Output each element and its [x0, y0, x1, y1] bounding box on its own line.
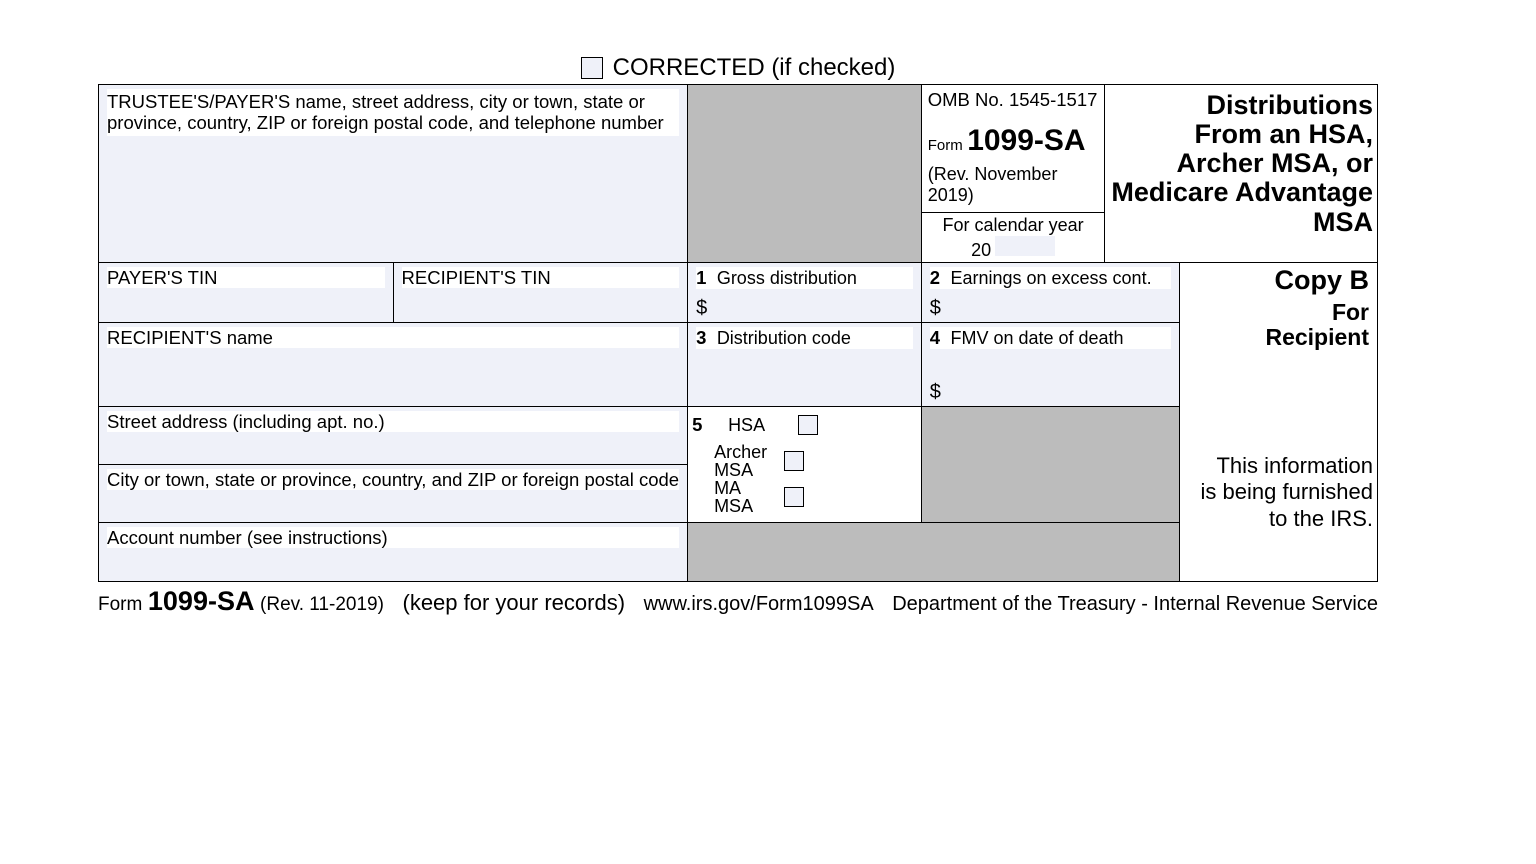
box-5-cell: 5 HSA Archer MSA MA MSA	[688, 407, 922, 523]
year-prefix: 20	[971, 240, 991, 260]
irs-info-1: This information	[1180, 453, 1373, 479]
footer-form-word: Form	[98, 594, 142, 615]
hsa-checkbox[interactable]	[798, 415, 818, 435]
trustee-payer-label: TRUSTEE'S/PAYER'S name, street address, …	[107, 89, 679, 136]
keep-records: (keep for your records)	[403, 590, 626, 616]
account-cell: Account number (see instructions)	[99, 523, 688, 581]
copy-b: Copy B	[1188, 265, 1369, 296]
title-line-1: Distributions	[1105, 91, 1373, 120]
footer-url: www.irs.gov/Form1099SA	[644, 593, 874, 616]
copy-b-cell: Copy B For	[1180, 263, 1377, 323]
footer-form: Form 1099-SA (Rev. 11-2019)	[98, 586, 384, 617]
footer-form-number: 1099-SA	[148, 586, 255, 616]
box-2-num: 2	[930, 267, 940, 288]
box-4-num: 4	[930, 327, 940, 348]
box-4-cell: 4 FMV on date of death $	[922, 323, 1181, 407]
box-1-label: Gross distribution	[717, 268, 857, 288]
recipient-tin-label: RECIPIENT'S TIN	[402, 267, 680, 288]
corrected-row: CORRECTED (if checked)	[98, 54, 1378, 84]
box-3-num: 3	[696, 327, 706, 348]
title-line-2: From an HSA,	[1105, 120, 1373, 149]
recipient-text: Recipient	[1188, 323, 1369, 352]
form-info-cell: OMB No. 1545-1517 Form 1099-SA (Rev. Nov…	[922, 85, 1106, 263]
recipient-text-cell: Recipient	[1180, 323, 1377, 407]
street-label: Street address (including apt. no.)	[107, 411, 679, 432]
payer-tin-label: PAYER'S TIN	[107, 267, 385, 288]
irs-info-2: is being furnished	[1180, 479, 1373, 505]
revision-label: (Rev. November 2019)	[928, 164, 1099, 206]
account-label: Account number (see instructions)	[107, 527, 679, 548]
form-grid: TRUSTEE'S/PAYER'S name, street address, …	[98, 84, 1378, 582]
corrected-label: CORRECTED (if checked)	[613, 54, 896, 82]
bottom-right-empty	[1180, 523, 1377, 581]
form-number: 1099-SA	[967, 124, 1085, 157]
footer-rev: (Rev. 11-2019)	[260, 594, 384, 615]
gray-block-mid	[922, 407, 1181, 523]
title-line-4: Medicare Advantage	[1105, 178, 1373, 207]
archer-msa-checkbox[interactable]	[784, 451, 804, 471]
form-title-cell: Distributions From an HSA, Archer MSA, o…	[1105, 85, 1377, 263]
title-line-5: MSA	[1105, 208, 1373, 237]
address-cell: Street address (including apt. no.) City…	[99, 407, 688, 523]
box-1-cell: 1 Gross distribution $	[688, 263, 922, 323]
box-4-dollar: $	[930, 381, 941, 404]
footer-dept: Department of the Treasury - Internal Re…	[892, 593, 1378, 616]
payer-tin-cell: PAYER'S TIN	[99, 263, 394, 323]
hsa-label: HSA	[728, 416, 780, 434]
year-input[interactable]	[995, 236, 1055, 256]
box-5-num: 5	[692, 414, 704, 436]
footer-row: Form 1099-SA (Rev. 11-2019) (keep for yo…	[98, 582, 1378, 617]
omb-label: OMB No. 1545-1517	[928, 89, 1099, 110]
box-1-num: 1	[696, 267, 706, 288]
city-label: City or town, state or province, country…	[107, 469, 679, 490]
corrected-checkbox[interactable]	[581, 57, 603, 79]
box-3-label: Distribution code	[717, 328, 851, 348]
irs-info-cell: This information is being furnished to t…	[1180, 407, 1377, 523]
form-1099-sa: CORRECTED (if checked) TRUSTEE'S/PAYER'S…	[98, 54, 1378, 617]
box-2-cell: 2 Earnings on excess cont. $	[922, 263, 1181, 323]
ma-msa-checkbox[interactable]	[784, 487, 804, 507]
title-line-3: Archer MSA, or	[1105, 149, 1373, 178]
calendar-year-label: For calendar year	[922, 215, 1105, 236]
box-2-dollar: $	[930, 297, 941, 320]
box-3-cell: 3 Distribution code	[688, 323, 922, 407]
form-word: Form	[928, 137, 963, 154]
recipient-name-label: RECIPIENT'S name	[107, 327, 679, 348]
box-4-label: FMV on date of death	[950, 328, 1123, 348]
trustee-payer-cell: TRUSTEE'S/PAYER'S name, street address, …	[99, 85, 688, 263]
ma-msa-label: MA MSA	[714, 479, 766, 515]
box-2-label: Earnings on excess cont.	[950, 268, 1151, 288]
recipient-tin-cell: RECIPIENT'S TIN	[394, 263, 689, 323]
box-1-dollar: $	[696, 297, 707, 320]
recipient-name-cell: RECIPIENT'S name	[99, 323, 688, 407]
gray-block-top	[688, 85, 922, 263]
gray-block-bottom	[688, 523, 1180, 581]
archer-msa-label: Archer MSA	[714, 443, 766, 479]
